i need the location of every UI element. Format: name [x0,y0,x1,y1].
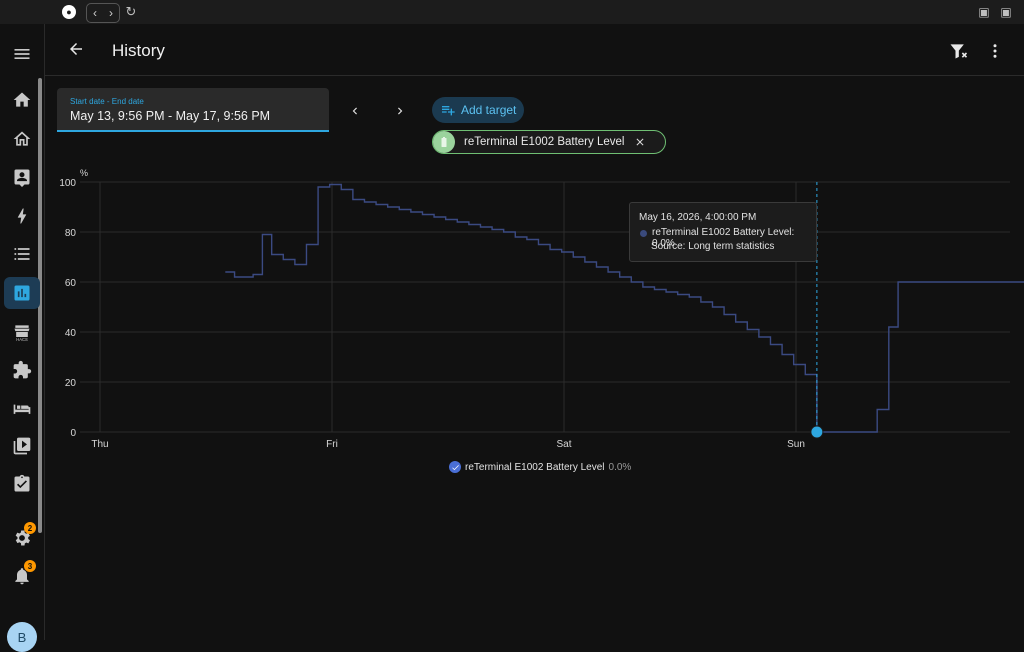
extension-icon[interactable]: ▣ [978,5,990,19]
legend-series-name: reTerminal E1002 Battery Level [465,461,605,473]
sidebar-item-integrations[interactable] [4,354,40,386]
chart-legend[interactable]: reTerminal E1002 Battery Level 0.0% [449,459,631,475]
y-axis-label: % [80,168,88,178]
chart-tooltip: May 16, 2026, 4:00:00 PM reTerminal E100… [629,202,817,262]
x-tick-label: Sun [787,439,805,450]
y-tick-label: 0 [70,428,76,439]
account-box-icon [14,169,30,187]
home-outline-icon [13,131,31,146]
previous-period-button[interactable] [344,100,366,122]
date-range-label: Start date - End date [70,97,144,106]
tooltip-series-value: reTerminal E1002 Battery Level: 0.0% [652,227,795,249]
clear-filter-button[interactable] [946,39,970,63]
add-target-button[interactable]: Add target [432,97,524,123]
sidebar-scrollbar[interactable] [38,78,42,533]
tooltip-series-dot [640,230,647,237]
avatar[interactable]: B [7,622,37,652]
extension-icon-2[interactable]: ▣ [1000,5,1012,19]
chevron-left-icon [352,107,357,115]
sidebar-item-energy[interactable] [4,200,40,232]
bell-icon [15,568,29,585]
sidebar: HACS 2 3 B [0,24,45,652]
x-tick-label: Thu [91,439,108,450]
sidebar-item-media[interactable] [4,430,40,462]
legend-check-icon[interactable] [449,461,461,473]
sidebar-item-home[interactable] [4,123,40,155]
add-target-label: Add target [461,103,517,117]
reload-icon[interactable]: ↻ [125,4,137,19]
y-tick-label: 20 [65,378,77,389]
sidebar-item-history[interactable] [4,277,40,309]
lightning-icon [17,208,27,224]
site-favicon-icon: ● [62,5,76,19]
y-tick-label: 40 [65,328,77,339]
remove-target-button[interactable] [633,135,647,149]
settings-badge: 2 [24,522,36,534]
date-range-value: May 13, 9:56 PM - May 17, 9:56 PM [70,109,271,123]
browser-forward-icon[interactable]: › [109,6,113,20]
playlist-plus-icon [442,106,455,116]
y-tick-label: 60 [65,278,77,289]
arrow-left-icon [70,43,82,55]
browser-toolbar: ● ‹ › ↻ ▣ ▣ [0,0,1024,24]
history-chart[interactable]: 0 20 40 60 80 100 Thu Fri Sat Sun% [60,162,1024,458]
x-tick-label: Sat [556,439,571,450]
menu-icon[interactable] [4,38,40,70]
sidebar-item-hacs[interactable]: HACS [4,316,40,348]
home-icon [13,92,31,107]
legend-series-value: 0.0% [608,461,632,473]
sidebar-item-todo[interactable] [4,468,40,500]
chevron-right-icon [398,107,403,115]
hacs-store-icon: HACS [14,325,30,342]
sidebar-item-logbook[interactable] [4,238,40,270]
battery-level-series-line [225,183,1024,433]
hover-point [810,425,824,439]
app-header: History [45,24,1024,76]
sidebar-item-overview[interactable] [4,84,40,116]
tooltip-date: May 16, 2026, 4:00:00 PM [639,212,757,223]
cog-icon [15,530,31,546]
bed-icon [13,404,31,414]
x-tick-label: Fri [326,439,338,450]
tooltip-source: Source: Long term statistics [651,241,775,252]
target-chip[interactable]: reTerminal E1002 Battery Level [432,130,666,154]
date-range-picker[interactable]: Start date - End date May 13, 9:56 PM - … [57,88,329,132]
sidebar-item-sleep[interactable] [4,392,40,424]
chart-bar-icon [14,285,30,301]
sidebar-item-notifications[interactable]: 3 [4,560,40,592]
browser-back-icon[interactable]: ‹ [93,6,97,20]
svg-text:HACS: HACS [16,337,28,342]
target-chip-label: reTerminal E1002 Battery Level [464,136,625,148]
sidebar-item-people[interactable] [4,161,40,193]
clipboard-icon [14,474,30,492]
filter-remove-icon [950,44,968,59]
list-icon [14,248,30,260]
browser-nav-group: ‹ › [86,3,120,23]
page-title: History [112,41,165,60]
back-button[interactable] [65,38,87,60]
dots-vertical-icon [993,44,997,58]
puzzle-icon [13,360,32,379]
sidebar-item-settings[interactable]: 2 [4,522,40,554]
battery-icon [433,131,455,153]
y-tick-label: 100 [60,178,76,189]
y-tick-label: 80 [65,228,77,239]
notifications-badge: 3 [24,560,36,572]
next-period-button[interactable] [389,100,411,122]
play-box-icon [13,437,31,455]
close-icon [636,138,644,146]
more-options-button[interactable] [984,39,1006,63]
